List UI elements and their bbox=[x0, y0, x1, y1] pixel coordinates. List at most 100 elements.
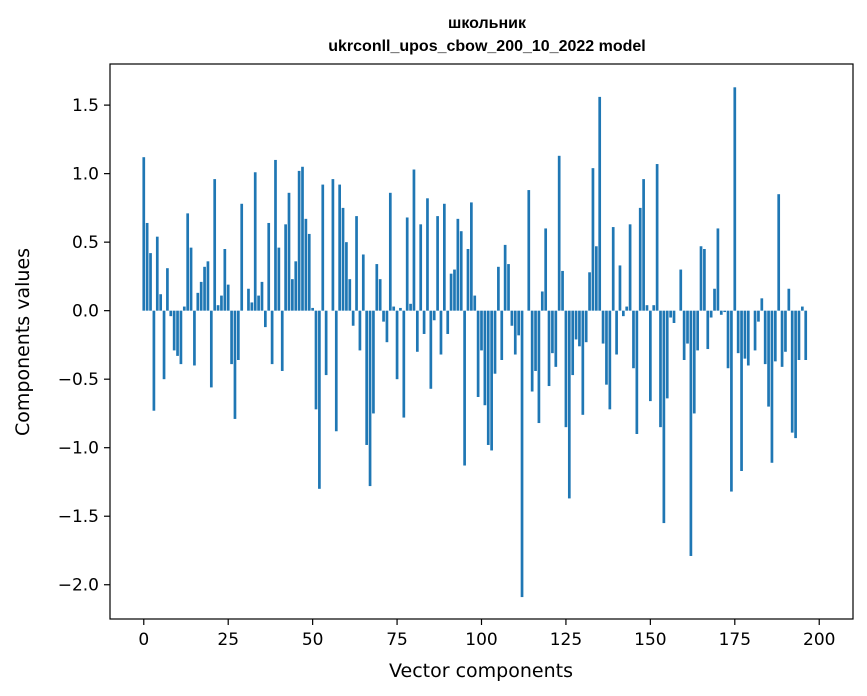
bar-component-176 bbox=[736, 310, 740, 354]
bar-component-22 bbox=[216, 305, 220, 311]
bar-component-130 bbox=[581, 310, 585, 415]
chart-title: школьник bbox=[448, 15, 527, 32]
bar-component-72 bbox=[385, 310, 389, 343]
bar-component-42 bbox=[284, 224, 287, 311]
x-axis-ticks: 0 25 50 75 100 125 150 175 200 bbox=[138, 619, 835, 650]
bar-component-159 bbox=[679, 269, 683, 311]
y-tick-label: −1.0 bbox=[58, 439, 99, 459]
y-axis-label: Components values bbox=[12, 248, 34, 436]
bar-component-151 bbox=[652, 305, 656, 311]
plot-frame bbox=[109, 63, 854, 620]
bar-component-125 bbox=[564, 310, 568, 428]
y-tick-label: 0.0 bbox=[72, 302, 99, 322]
bar-component-29 bbox=[240, 203, 244, 311]
bar-component-63 bbox=[355, 216, 358, 311]
bar-component-39 bbox=[274, 159, 277, 311]
bar-component-78 bbox=[405, 217, 409, 311]
bar-component-144 bbox=[628, 224, 632, 311]
x-tick-label: 175 bbox=[719, 630, 751, 650]
bar-component-79 bbox=[409, 303, 412, 311]
bar-component-52 bbox=[318, 310, 321, 489]
x-tick-label: 150 bbox=[634, 630, 666, 650]
bar-component-86 bbox=[432, 310, 436, 321]
bar-component-179 bbox=[746, 310, 750, 366]
bar-component-62 bbox=[351, 310, 355, 326]
bar-component-195 bbox=[800, 306, 804, 311]
bar-component-111 bbox=[517, 310, 520, 336]
bar-component-115 bbox=[530, 310, 534, 392]
bar-component-31 bbox=[247, 288, 250, 311]
bar-component-94 bbox=[459, 231, 463, 311]
bar-component-101 bbox=[483, 310, 487, 406]
bar-component-124 bbox=[561, 270, 564, 311]
bar-component-23 bbox=[220, 295, 223, 311]
bar-component-33 bbox=[253, 172, 257, 311]
bar-component-189 bbox=[780, 310, 784, 367]
bar-component-136 bbox=[601, 310, 605, 344]
bar-component-116 bbox=[534, 310, 537, 371]
bar-component-109 bbox=[510, 310, 514, 326]
bar-component-168 bbox=[709, 310, 713, 318]
bar-component-34 bbox=[257, 295, 260, 311]
bar-component-70 bbox=[378, 279, 382, 311]
bar-component-38 bbox=[270, 310, 274, 365]
bar-component-73 bbox=[388, 192, 392, 311]
bar-component-54 bbox=[324, 310, 328, 376]
bar-component-69 bbox=[375, 264, 379, 311]
bar-component-187 bbox=[773, 310, 777, 362]
y-axis-ticks: −2.0 −1.5 −1.0 −0.5 0.0 0.5 1.0 1.5 bbox=[58, 96, 110, 596]
bar-component-169 bbox=[713, 288, 716, 311]
bar-component-123 bbox=[557, 155, 561, 311]
bar-component-61 bbox=[348, 279, 352, 311]
bar-component-59 bbox=[341, 207, 345, 311]
x-tick-label: 75 bbox=[386, 630, 408, 650]
bar-component-18 bbox=[203, 266, 206, 311]
bar-component-24 bbox=[223, 249, 227, 311]
bar-component-191 bbox=[787, 288, 791, 311]
bar-component-43 bbox=[287, 192, 291, 311]
bar-component-88 bbox=[439, 310, 443, 355]
x-tick-label: 25 bbox=[217, 630, 239, 650]
bar-component-108 bbox=[507, 264, 510, 311]
bar-component-120 bbox=[547, 310, 551, 387]
bar-component-131 bbox=[584, 310, 588, 343]
y-tick-label: −1.5 bbox=[58, 507, 99, 527]
bar-component-135 bbox=[598, 96, 602, 311]
bar-component-145 bbox=[632, 310, 635, 369]
bar-component-8 bbox=[169, 310, 173, 317]
bar-component-104 bbox=[493, 310, 497, 374]
bar-component-84 bbox=[426, 198, 429, 311]
bar-component-92 bbox=[453, 269, 456, 311]
bar-component-160 bbox=[682, 310, 686, 360]
bar-component-35 bbox=[260, 281, 264, 311]
bar-component-21 bbox=[213, 179, 217, 311]
bar-component-3 bbox=[152, 310, 156, 411]
bar-component-57 bbox=[334, 310, 338, 432]
bar-component-192 bbox=[790, 310, 794, 433]
bar-component-90 bbox=[446, 310, 450, 334]
y-tick-label: −0.5 bbox=[58, 370, 99, 390]
bar-component-32 bbox=[250, 302, 254, 311]
bar-component-175 bbox=[733, 87, 737, 311]
bar-component-48 bbox=[304, 218, 308, 311]
bar-component-141 bbox=[618, 265, 622, 311]
bar-component-162 bbox=[689, 310, 693, 556]
bar-component-112 bbox=[520, 310, 524, 598]
bar-component-147 bbox=[638, 207, 642, 311]
bar-component-132 bbox=[588, 272, 591, 311]
bar-component-53 bbox=[321, 184, 325, 311]
bar-component-36 bbox=[264, 310, 267, 328]
bar-component-66 bbox=[365, 310, 369, 445]
bar-component-80 bbox=[412, 169, 416, 311]
bar-component-20 bbox=[209, 310, 213, 388]
bar-component-118 bbox=[540, 291, 544, 311]
bar-component-163 bbox=[692, 310, 696, 414]
bar-component-25 bbox=[226, 284, 230, 311]
x-tick-label: 125 bbox=[550, 630, 582, 650]
bar-component-173 bbox=[726, 310, 730, 369]
bar-component-174 bbox=[730, 310, 733, 492]
y-tick-label: 1.0 bbox=[72, 165, 99, 185]
bar-component-37 bbox=[267, 222, 271, 311]
bar-component-45 bbox=[294, 261, 298, 311]
bar-component-121 bbox=[551, 310, 554, 354]
